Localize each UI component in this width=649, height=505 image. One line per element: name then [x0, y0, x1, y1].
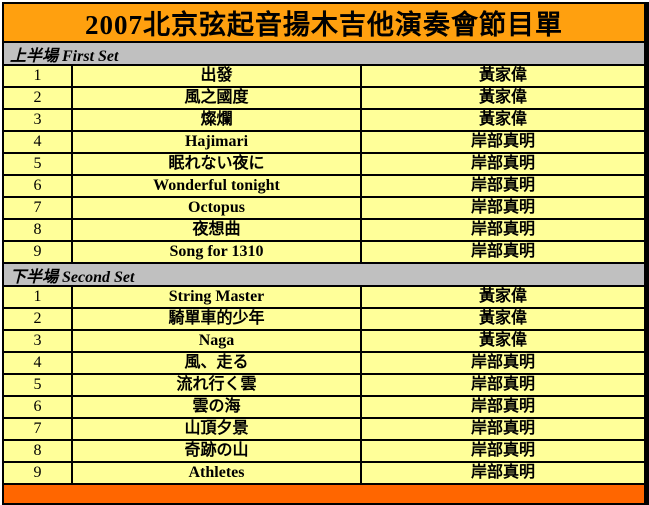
artist-name-cell: 岸部真明: [470, 155, 535, 172]
row-number-cell: 5: [4, 154, 73, 174]
row-number-cell: 9: [4, 463, 73, 483]
artist-name-cell: 岸部真明: [470, 133, 535, 150]
song-title-cell: Song for 1310: [73, 242, 362, 262]
song-title-cell: 眠れない夜に: [73, 154, 362, 174]
row-number-cell: 6: [4, 397, 73, 417]
section-header-first-set: 上半場 First Set: [4, 43, 644, 66]
song-title-cell: Octopus: [73, 198, 362, 218]
table-row: 9 Song for 1310 岸部真明: [4, 242, 644, 264]
artist-name-cell: 岸部真明: [470, 398, 535, 415]
second-set-rows: 1 String Master 黃家偉 2 騎單車的少年 黃家偉 3 Naga 黃家偉 4 風、走る…: [4, 287, 644, 485]
artist-name-cell: 黃家偉: [478, 332, 527, 349]
table-row: 8 夜想曲 岸部真明: [4, 220, 644, 242]
song-title-cell: 燦爛: [73, 110, 362, 130]
song-title-cell: 風之國度: [73, 88, 362, 108]
song-title-cell: 山頂夕景: [73, 419, 362, 439]
section-header-second-set: 下半場 Second Set: [4, 264, 644, 287]
row-number-cell: 8: [4, 220, 73, 240]
row-number-cell: 3: [4, 331, 73, 351]
song-title-cell: 夜想曲: [73, 220, 362, 240]
artist-name-cell: 黃家偉: [478, 67, 527, 84]
table-row: 7 山頂夕景 岸部真明: [4, 419, 644, 441]
row-number-cell: 1: [4, 287, 73, 307]
artist-name-cell: 岸部真明: [470, 199, 535, 216]
artist-name-cell: 黃家偉: [478, 111, 527, 128]
artist-name-cell: 岸部真明: [470, 354, 535, 371]
table-row: 1 出發 黃家偉: [4, 66, 644, 88]
row-number-cell: 4: [4, 132, 73, 152]
artist-name-cell: 岸部真明: [470, 243, 535, 260]
artist-name-cell: 岸部真明: [470, 420, 535, 437]
artist-name-cell: 黃家偉: [478, 310, 527, 327]
table-row: 4 Hajimari 岸部真明: [4, 132, 644, 154]
row-number-cell: 9: [4, 242, 73, 262]
table-row: 7 Octopus 岸部真明: [4, 198, 644, 220]
song-title-cell: 出發: [73, 66, 362, 86]
table-row: 3 Naga 黃家偉: [4, 331, 644, 353]
artist-name-cell: 黃家偉: [478, 288, 527, 305]
artist-name-cell: 岸部真明: [470, 442, 535, 459]
row-number-cell: 1: [4, 66, 73, 86]
row-number-cell: 3: [4, 110, 73, 130]
song-title-cell: 流れ行く雲: [73, 375, 362, 395]
table-row: 2 風之國度 黃家偉: [4, 88, 644, 110]
row-number-cell: 8: [4, 441, 73, 461]
song-title-cell: Wonderful tonight: [73, 176, 362, 196]
table-row: 3 燦爛 黃家偉: [4, 110, 644, 132]
song-title-cell: Hajimari: [73, 132, 362, 152]
table-row: 6 Wonderful tonight 岸部真明: [4, 176, 644, 198]
song-title-cell: 雲の海: [73, 397, 362, 417]
table-row: 5 流れ行く雲 岸部真明: [4, 375, 644, 397]
table-row: 1 String Master 黃家偉: [4, 287, 644, 309]
song-title-cell: String Master: [73, 287, 362, 307]
table-row: 4 風、走る 岸部真明: [4, 353, 644, 375]
song-title-cell: 奇跡の山: [73, 441, 362, 461]
song-title-cell: Athletes: [73, 463, 362, 483]
song-title-cell: Naga: [73, 331, 362, 351]
row-number-cell: 4: [4, 353, 73, 373]
page-title: 2007北京弦起音揚木吉他演奏會節目單: [4, 4, 644, 43]
footer-bar: [4, 485, 644, 503]
table-row: 6 雲の海 岸部真明: [4, 397, 644, 419]
artist-name-cell: 岸部真明: [470, 376, 535, 393]
artist-name-cell: 黃家偉: [478, 89, 527, 106]
row-number-cell: 7: [4, 198, 73, 218]
row-number-cell: 5: [4, 375, 73, 395]
row-number-cell: 7: [4, 419, 73, 439]
first-set-rows: 1 出發 黃家偉 2 風之國度 黃家偉 3 燦爛 黃家偉 4 Hajimari 岸部真明 5 眠れない夜に…: [4, 66, 644, 264]
table-row: 9 Athletes 岸部真明: [4, 463, 644, 485]
row-number-cell: 6: [4, 176, 73, 196]
table-row: 5 眠れない夜に 岸部真明: [4, 154, 644, 176]
row-number-cell: 2: [4, 88, 73, 108]
table-row: 8 奇跡の山 岸部真明: [4, 441, 644, 463]
song-title-cell: 風、走る: [73, 353, 362, 373]
row-number-cell: 2: [4, 309, 73, 329]
artist-name-cell: 岸部真明: [470, 221, 535, 238]
song-title-cell: 騎單車的少年: [73, 309, 362, 329]
artist-name-cell: 岸部真明: [470, 177, 535, 194]
artist-name-cell: 岸部真明: [470, 464, 535, 481]
table-row: 2 騎單車的少年 黃家偉: [4, 309, 644, 331]
